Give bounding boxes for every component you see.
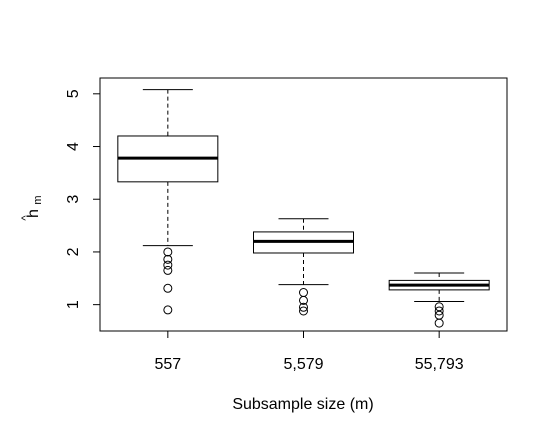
y-tick-label: 2	[65, 247, 82, 256]
outlier-point	[163, 305, 173, 315]
outlier-point	[163, 265, 173, 275]
y-axis-label-text: ^ h m	[16, 195, 44, 220]
box-group-1	[117, 89, 219, 315]
y-axis-label-subscript: m	[32, 195, 44, 204]
axis-layer: 1 2 3 4 5 557 5,579 55,793	[65, 89, 464, 373]
x-tick-label: 5,579	[283, 356, 323, 373]
outlier-point	[299, 288, 308, 298]
x-axis-label: Subsample size (m)	[232, 396, 373, 413]
outlier-point	[163, 254, 173, 264]
y-tick-label: 3	[65, 195, 82, 204]
outlier-point	[163, 260, 173, 270]
x-tick-label: 55,793	[415, 356, 464, 373]
outlier-point	[299, 306, 308, 316]
y-tick-label: 4	[65, 142, 82, 151]
y-axis-label-hat: ^	[20, 215, 32, 221]
outlier-point	[163, 247, 173, 257]
plot-frame	[99, 77, 508, 332]
y-tick-label: 5	[65, 89, 82, 98]
y-axis-label-base: h	[25, 209, 42, 218]
box-group-3	[388, 272, 490, 328]
outlier-point	[299, 295, 308, 305]
outlier-point	[299, 302, 308, 312]
y-tick-label: 1	[65, 300, 82, 309]
outlier-point	[163, 283, 173, 293]
outlier-point	[434, 318, 444, 328]
y-axis-label: ^ h m	[16, 195, 44, 220]
box-group-2	[253, 218, 354, 316]
outlier-point	[434, 306, 444, 316]
x-tick-label: 557	[154, 356, 181, 373]
plot-layer	[117, 89, 490, 328]
